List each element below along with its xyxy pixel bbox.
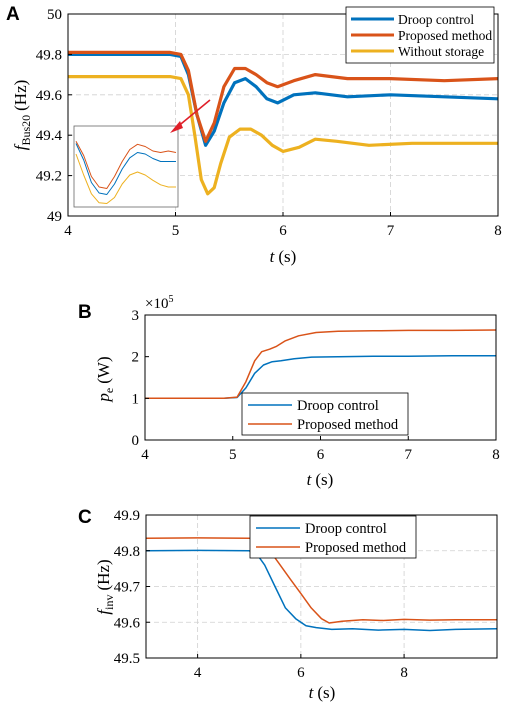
- y-axis-label-c: finv(Hz): [94, 559, 116, 614]
- panel-a: A 4 5 6 7 8 49 49.2 49.4 49.6 49.8 50 fBus20(Hz) t…: [6, 4, 502, 266]
- y-tick-label: 0: [132, 433, 140, 449]
- legend-label-proposed-a: Proposed method: [398, 28, 492, 43]
- x-tick-label: 4: [194, 665, 202, 681]
- zoom-arrow-a: [170, 99, 211, 133]
- x-tick-label: 8: [492, 447, 500, 463]
- legend-a: Droop control Proposed method Without st…: [345, 6, 495, 64]
- series-a: [68, 50, 499, 196]
- legend-box-c: [249, 515, 417, 559]
- x-tick-label: 8: [400, 665, 408, 681]
- legend-label-nostorage-a: Without storage: [398, 44, 484, 59]
- series-line-proposed-method: [68, 50, 499, 143]
- legend-label-proposed-b: Proposed method: [297, 417, 399, 433]
- ticks-c: 4 6 8 49.5 49.6 49.7 49.8 49.9: [114, 508, 408, 681]
- y-tick-label: 49.5: [114, 651, 140, 667]
- panel-letter-c: C: [78, 507, 92, 528]
- inset-line-without-storage: [75, 153, 176, 204]
- panel-letter-a: A: [6, 4, 20, 25]
- y-tick-label: 49.7: [114, 580, 141, 596]
- y-tick-label: 49.2: [36, 169, 62, 185]
- legend-c: Droop control Proposed method: [249, 515, 417, 559]
- inset-series-a: [75, 141, 177, 204]
- y-tick-label: 50: [47, 7, 62, 23]
- series-line-without-storage: [68, 75, 498, 196]
- x-tick-label: 6: [279, 223, 287, 239]
- legend-box-b: [241, 392, 409, 436]
- x-tick-label: 7: [387, 223, 395, 239]
- ticks-a: 4 5 6 7 8 49 49.2 49.4 49.6 49.8 50: [36, 7, 502, 239]
- y-tick-label: 1: [132, 391, 140, 407]
- x-axis-label-c: t (s): [309, 683, 336, 702]
- legend-label-droop-b: Droop control: [297, 398, 379, 414]
- y-tick-label: 49.8: [36, 47, 62, 63]
- x-axis-label-a: t (s): [270, 247, 297, 266]
- x-tick-label: 7: [405, 447, 413, 463]
- y-tick-label: 49.9: [114, 508, 140, 524]
- inset-line-proposed-method: [75, 141, 177, 189]
- inset-frame-a: [73, 125, 179, 208]
- legend-label-droop-a: Droop control: [398, 12, 474, 27]
- y-tick-label: 49.6: [36, 88, 63, 104]
- y-axis-label-b: pe(W): [94, 356, 116, 402]
- panel-c: C 4 6 849.549.649.749.849.9 finv(Hz) t (s) …: [78, 507, 498, 702]
- panel-letter-b: B: [78, 302, 92, 323]
- series-b: [145, 329, 497, 400]
- series-line-proposed-method: [145, 329, 497, 400]
- y-tick-label: 49.6: [114, 615, 141, 631]
- y-tick-label: 3: [132, 308, 140, 324]
- x-tick-label: 6: [317, 447, 325, 463]
- legend-label-proposed-c: Proposed method: [305, 540, 407, 556]
- x-tick-label: 8: [494, 223, 502, 239]
- x-tick-label: 5: [172, 223, 180, 239]
- legend-label-droop-c: Droop control: [305, 521, 387, 537]
- y-tick-label: 49.4: [36, 128, 63, 144]
- y-tick-label: 49: [47, 209, 62, 225]
- y-tick-label: 49.8: [114, 544, 140, 560]
- ticks-b: 4 5 6 7 8 0 1 2 3: [132, 308, 500, 463]
- x-tick-label: 6: [297, 665, 305, 681]
- legend-b: Droop control Proposed method: [241, 392, 409, 436]
- inset-a: [73, 125, 179, 208]
- inset-line-droop-control: [75, 143, 176, 195]
- arrow-head-icon: [170, 121, 183, 133]
- x-axis-label-b: t (s): [307, 470, 334, 489]
- y-multiplier-b: ×105: [145, 294, 173, 312]
- series-line-droop-control: [145, 355, 496, 400]
- x-tick-label: 4: [141, 447, 149, 463]
- panel-b: B 4 5 6 7 8 0 1 2 3 ×105 pe(W) t (s) Droop contro…: [78, 294, 500, 489]
- y-tick-label: 2: [132, 350, 140, 366]
- x-tick-label: 5: [229, 447, 237, 463]
- x-tick-label: 4: [64, 223, 72, 239]
- y-axis-label-a: fBus20(Hz): [11, 80, 33, 151]
